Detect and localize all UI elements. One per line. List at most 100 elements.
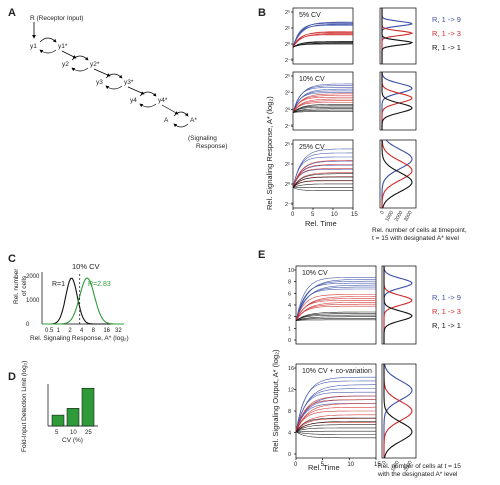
e-plot-top-trace-red xyxy=(295,302,376,321)
b-plot-3-title: 25% CV xyxy=(299,144,325,151)
e-plot-top-trace-blue xyxy=(295,284,376,321)
e-plot-bottom-trace-red xyxy=(295,418,376,432)
panel-label-a: A xyxy=(8,7,16,19)
activation-arrow xyxy=(139,91,157,97)
e-plot-bottom-trace-red xyxy=(295,414,376,432)
d-bar-5 xyxy=(51,414,65,427)
e-plot-bottom-ytick: 4 xyxy=(288,431,291,437)
e-plot-top-frame xyxy=(295,265,377,345)
b-plot-1-trace-blue xyxy=(292,23,353,48)
legend-blue: R, 1 -> 9 xyxy=(432,15,461,24)
e-hist-top-dist-black xyxy=(383,266,413,344)
e-plot-top-trace-red xyxy=(295,296,376,321)
e-plot-top-trace-black xyxy=(295,313,376,321)
e-caption-line1: Rel. number of cells at t = 15 xyxy=(378,463,461,470)
activation-arrow xyxy=(105,73,123,79)
b-plot-2-trace-red xyxy=(292,98,353,113)
b-plot-2-title: 10% CV xyxy=(299,76,325,83)
panel-d-xlabel: CV (%) xyxy=(62,437,83,444)
e-hist-bottom-dist-black xyxy=(383,364,413,459)
panel-c-xlabel: Rel. Signaling Response, A* (log₂) xyxy=(30,335,129,342)
panel-e-xlabel: Rel. Time xyxy=(308,463,340,472)
node-A-active: A* xyxy=(190,117,197,124)
b-plot-1-ytick: 2⁰ xyxy=(285,41,291,48)
b-plot-2-ytick: 2⁻¹ xyxy=(285,124,293,130)
hist-caption-line1: Rel. number of cells at timepoint, xyxy=(372,227,467,234)
panel-e: E Rel. Signaling Output, A* (log₂) 10864… xyxy=(258,249,461,478)
cascade-link-arrow xyxy=(127,86,145,95)
b-plot-3-ytick: 2² xyxy=(285,162,290,168)
b-plot-2-ytick: 2⁰ xyxy=(285,106,291,113)
e-plot-top-ytick: 1 xyxy=(288,326,291,332)
b-hist-2-dist-black xyxy=(381,72,413,130)
deactivation-arrow xyxy=(39,49,57,54)
b-plot-3-trace-red xyxy=(292,160,353,188)
node-y1: y1 xyxy=(30,43,37,50)
b-plot-3-xtick: 5 xyxy=(311,212,315,218)
e-plot-bottom-ytick: 16 xyxy=(288,366,294,372)
node-y3-active: y3* xyxy=(124,79,134,86)
panel-b-ylabel: Rel. Signaling Response, A* (log₂) xyxy=(265,96,274,210)
b-plot-1-ytick: 2⁵ xyxy=(285,9,290,16)
e-plot-top-ytick: 4 xyxy=(288,303,291,309)
b-plot-2-trace-black xyxy=(292,105,353,113)
b-plot-2-trace-red xyxy=(292,102,353,113)
e-plot-top-ytick: 8 xyxy=(288,280,291,286)
b-plot-2-trace-red xyxy=(292,93,353,113)
d-xtick-10: 10 xyxy=(70,430,77,436)
panel-a: A R (Receptor Input) y1 y1* y2 y2* y3 y3* y4 y4… xyxy=(8,7,227,150)
deactivation-arrow xyxy=(139,103,157,108)
e-plot-bottom-trace-red xyxy=(295,399,376,432)
legend-e-black: R, 1 -> 1 xyxy=(432,321,461,330)
e-plot-bottom-trace-black xyxy=(295,424,376,432)
b-plot-3-trace-blue xyxy=(292,152,353,188)
b-plot-1-ytick: 2² xyxy=(285,26,290,32)
output-label-line2: Response) xyxy=(196,143,227,150)
node-y4: y4 xyxy=(130,97,137,104)
e-plot-bottom-trace-blue xyxy=(295,376,376,432)
e-plot-bottom-trace-black xyxy=(295,421,377,432)
output-label-line1: (Signaling xyxy=(188,135,217,142)
legend-e-blue: R, 1 -> 9 xyxy=(432,293,461,302)
b-plot-3-trace-black xyxy=(292,176,353,188)
legend-black: R, 1 -> 1 xyxy=(432,43,461,52)
receptor-input-label: R (Receptor Input) xyxy=(30,15,83,22)
legend-e-red: R, 1 -> 3 xyxy=(432,307,461,316)
panel-b-xlabel: Rel. Time xyxy=(305,219,337,228)
b-hist-3-tick: 3000 xyxy=(403,210,414,223)
e-plot-bottom-trace-blue xyxy=(295,384,376,432)
e-plot-top-trace-black xyxy=(295,314,376,321)
e-plot-top-trace-blue xyxy=(295,277,376,321)
b-plot-1-trace-blue xyxy=(292,24,353,48)
deactivation-arrow xyxy=(71,67,89,72)
legend-red: R, 1 -> 3 xyxy=(432,29,461,38)
e-plot-top-trace-black xyxy=(295,311,376,321)
c-xtick: 4 xyxy=(80,328,84,334)
b-plot-2-trace-black xyxy=(292,106,353,113)
e-plot-bottom-trace-black xyxy=(295,427,376,432)
e-plot-top-trace-red xyxy=(295,300,376,321)
b-plot-1-trace-black xyxy=(292,42,353,48)
d-xtick-25: 25 xyxy=(85,430,92,436)
e-plot-bottom-xtick: 15 xyxy=(374,462,381,468)
b-plot-1-trace-red xyxy=(292,33,353,48)
b-hist-3-dist-red xyxy=(381,140,413,208)
b-plot-3-trace-blue xyxy=(292,148,353,188)
e-plot-bottom-ytick: 8 xyxy=(288,409,291,415)
e-plot-bottom-xtick: 0 xyxy=(294,462,298,468)
e-plot-top-trace-red xyxy=(295,294,376,321)
cascade-link-arrow xyxy=(93,68,111,77)
d-bar-25 xyxy=(81,387,95,427)
panel-d-bar-chart: 5 10 25 xyxy=(47,384,98,436)
b-plot-1-trace-blue xyxy=(292,21,353,48)
e-plot-bottom-trace-red xyxy=(295,406,376,432)
panel-c-ylabel-1: Rel. number xyxy=(13,268,20,304)
panel-c-ylabel-2: of cells xyxy=(21,275,28,296)
e-caption-line2: with the designated A* level xyxy=(377,471,458,478)
panel-b-legend: R, 1 -> 9 R, 1 -> 3 R, 1 -> 1 xyxy=(432,15,461,52)
b-plot-1-ytick: 2⁻¹ xyxy=(285,58,293,64)
b-hist-3-tick: 1000 xyxy=(384,210,395,223)
e-hist-bottom-tick: 1000 xyxy=(390,460,401,473)
b-plot-2-trace-red xyxy=(292,100,353,113)
